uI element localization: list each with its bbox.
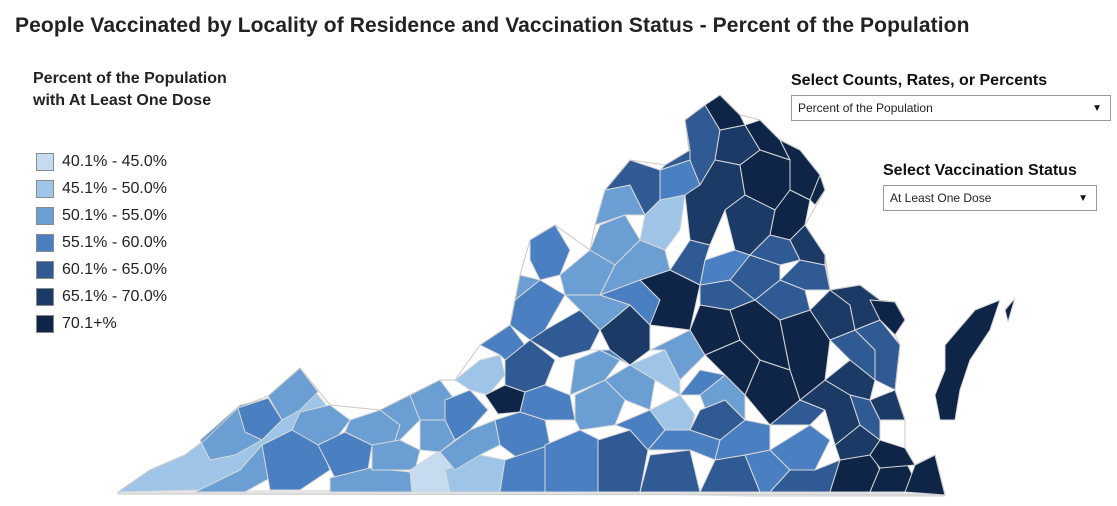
legend-label: 60.1% - 65.0%: [62, 260, 167, 278]
page-title: People Vaccinated by Locality of Residen…: [15, 14, 970, 37]
legend-swatch: [36, 206, 54, 225]
locality-region: [749, 234, 801, 266]
locality-region: [544, 429, 601, 493]
locality-region: [564, 294, 631, 331]
locality-region: [237, 397, 283, 441]
legend-item[interactable]: 70.1+%: [36, 310, 167, 337]
locality-region: [371, 439, 421, 471]
locality-region: [604, 364, 656, 411]
legend-swatch: [36, 287, 54, 306]
legend-item[interactable]: 40.1% - 45.0%: [36, 148, 167, 175]
legend-item[interactable]: 45.1% - 50.0%: [36, 175, 167, 202]
legend-swatch: [36, 152, 54, 171]
legend-item[interactable]: 65.1% - 70.0%: [36, 283, 167, 310]
locality-region: [869, 439, 916, 469]
chevron-down-icon: ▼: [1078, 193, 1088, 204]
status-dropdown[interactable]: At Least One Dose ▼: [883, 185, 1097, 211]
locality-region: [317, 431, 373, 479]
legend-title: Percent of the Population with At Least …: [33, 68, 273, 112]
locality-region: [669, 239, 711, 286]
measure-dropdown[interactable]: Percent of the Population ▼: [791, 95, 1111, 121]
measure-select-label: Select Counts, Rates, or Percents: [791, 72, 1048, 89]
legend-title-line2: with At Least One Dose: [33, 92, 212, 109]
locality-region: [639, 449, 701, 493]
locality-region: [649, 329, 706, 381]
legend-item[interactable]: 60.1% - 65.0%: [36, 256, 167, 283]
locality-region: [779, 259, 831, 291]
status-dropdown-value: At Least One Dose: [890, 191, 992, 205]
locality-region: [1004, 297, 1016, 323]
locality-region: [789, 224, 826, 266]
legend-label: 50.1% - 55.0%: [62, 206, 167, 224]
legend-swatch: [36, 260, 54, 279]
legend-item[interactable]: 55.1% - 60.0%: [36, 229, 167, 256]
legend-label: 45.1% - 50.0%: [62, 179, 167, 197]
locality-region: [769, 424, 831, 471]
locality-region: [629, 349, 681, 396]
measure-dropdown-value: Percent of the Population: [798, 101, 933, 115]
legend-item[interactable]: 50.1% - 55.0%: [36, 202, 167, 229]
locality-region: [849, 394, 881, 441]
legend-swatch: [36, 179, 54, 198]
map-outline: [117, 94, 946, 496]
locality-region: [934, 299, 1001, 421]
legend-label: 70.1+%: [62, 314, 117, 332]
legend-label: 55.1% - 60.0%: [62, 233, 167, 251]
legend: 40.1% - 45.0% 45.1% - 50.0% 50.1% - 55.0…: [36, 148, 167, 337]
legend-swatch: [36, 233, 54, 252]
status-select-label: Select Vaccination Status: [883, 162, 1077, 179]
legend-swatch: [36, 314, 54, 333]
legend-title-line1: Percent of the Population: [33, 70, 227, 87]
locality-region: [649, 394, 696, 431]
legend-label: 65.1% - 70.0%: [62, 287, 167, 305]
locality-region: [589, 349, 631, 366]
locality-region: [597, 429, 649, 493]
chevron-down-icon: ▼: [1092, 103, 1102, 114]
legend-label: 40.1% - 45.0%: [62, 152, 167, 170]
